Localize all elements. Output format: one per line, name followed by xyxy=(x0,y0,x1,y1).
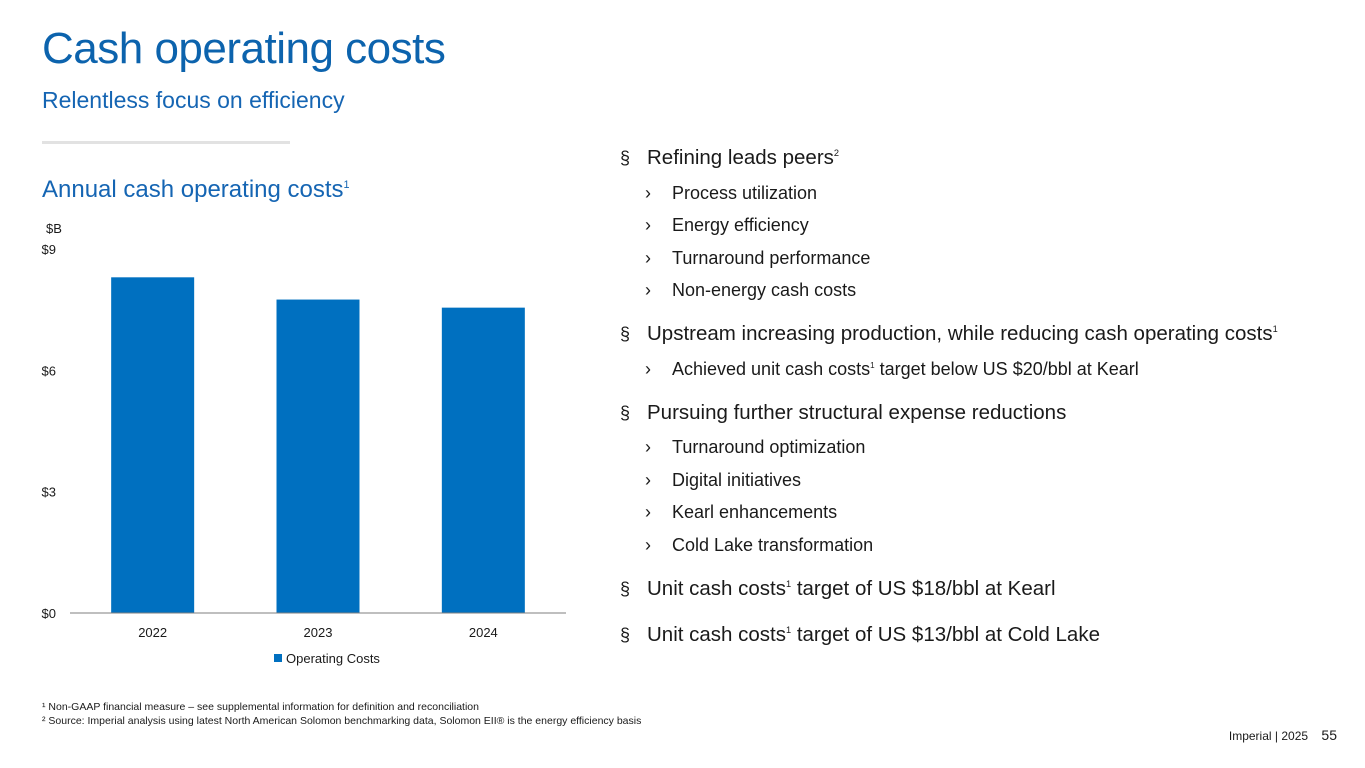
bar-chart: $B $0 $3 $6 $9 2022 2023 2024 Operating Costs xyxy=(42,221,566,666)
y-tick-label: $9 xyxy=(42,242,56,257)
sub-bullet: › Non-energy cash costs xyxy=(645,280,857,300)
sub-bullet: › Process utilization xyxy=(645,182,818,203)
legend-swatch xyxy=(274,654,282,662)
footer-separator: | xyxy=(1274,729,1279,743)
x-tick-label: 2024 xyxy=(469,625,498,640)
bullet-coldlake-target: § Unit cash costs1 target of US $13/bbl a… xyxy=(620,621,1340,649)
footnote-1: ¹ Non-GAAP financial measure – see suppl… xyxy=(42,701,479,713)
arrow-icon: › xyxy=(645,182,651,203)
bar xyxy=(111,277,195,613)
sub-bullet: › Digital initiatives xyxy=(645,469,802,490)
bullet-structural: § Pursuing further structural expense red… xyxy=(620,399,1340,427)
bar xyxy=(441,307,525,613)
x-tick-label: 2023 xyxy=(304,625,333,640)
chart-title: Annual cash operating costs1 xyxy=(42,176,350,203)
y-tick-label: $0 xyxy=(42,606,56,621)
sub-bullet: › Turnaround optimization xyxy=(645,437,866,457)
bullet-upstream: § Upstream increasing production, while r… xyxy=(620,320,1340,348)
arrow-icon: › xyxy=(645,437,651,457)
legend-label: Operating Costs xyxy=(286,651,380,666)
sub-bullet: › Energy efficiency xyxy=(645,215,809,235)
bullet-mark: § xyxy=(620,324,631,344)
arrow-icon: › xyxy=(645,215,651,235)
arrow-icon: › xyxy=(645,247,651,268)
footnote-2: ² Source: Imperial analysis using latest… xyxy=(42,715,642,727)
sub-bullet: › Turnaround performance xyxy=(645,247,871,268)
bullet-mark: § xyxy=(620,148,631,168)
y-tick-label: $6 xyxy=(42,363,56,378)
arrow-icon: › xyxy=(645,469,651,490)
page-subtitle: Relentless focus on efficiency xyxy=(42,87,345,113)
y-axis-unit-label: $B xyxy=(46,221,62,236)
sub-bullet: › Kearl enhancements xyxy=(645,502,838,522)
x-tick-label: 2022 xyxy=(138,625,167,640)
footer: Imperial | 2025 55 xyxy=(1229,727,1337,743)
bullet-kearl-target: § Unit cash costs1 target of US $18/bbl a… xyxy=(620,575,1340,603)
page-title: Cash operating costs xyxy=(42,24,446,73)
bullet-list: § Refining leads peers2 › Process utilizat… xyxy=(620,144,1340,649)
bullet-mark: § xyxy=(620,624,631,645)
divider xyxy=(42,141,290,144)
bullet-mark: § xyxy=(620,402,631,423)
bar xyxy=(276,299,360,613)
y-tick-label: $3 xyxy=(42,485,56,500)
arrow-icon: › xyxy=(645,358,651,379)
bullet-mark: § xyxy=(620,578,631,599)
footer-year: 2025 xyxy=(1281,729,1309,743)
arrow-icon: › xyxy=(645,502,651,522)
sub-bullet: › Achieved unit cash costs1 target below … xyxy=(645,358,1139,379)
bullet-refining: § Refining leads peers2 xyxy=(620,144,1340,172)
sub-bullet: › Cold Lake transformation xyxy=(645,534,874,555)
arrow-icon: › xyxy=(645,534,651,555)
footnotes: ¹ Non-GAAP financial measure – see suppl… xyxy=(42,700,641,728)
arrow-icon: › xyxy=(645,280,651,300)
page-number: 55 xyxy=(1321,727,1337,743)
footer-company: Imperial xyxy=(1228,729,1272,743)
